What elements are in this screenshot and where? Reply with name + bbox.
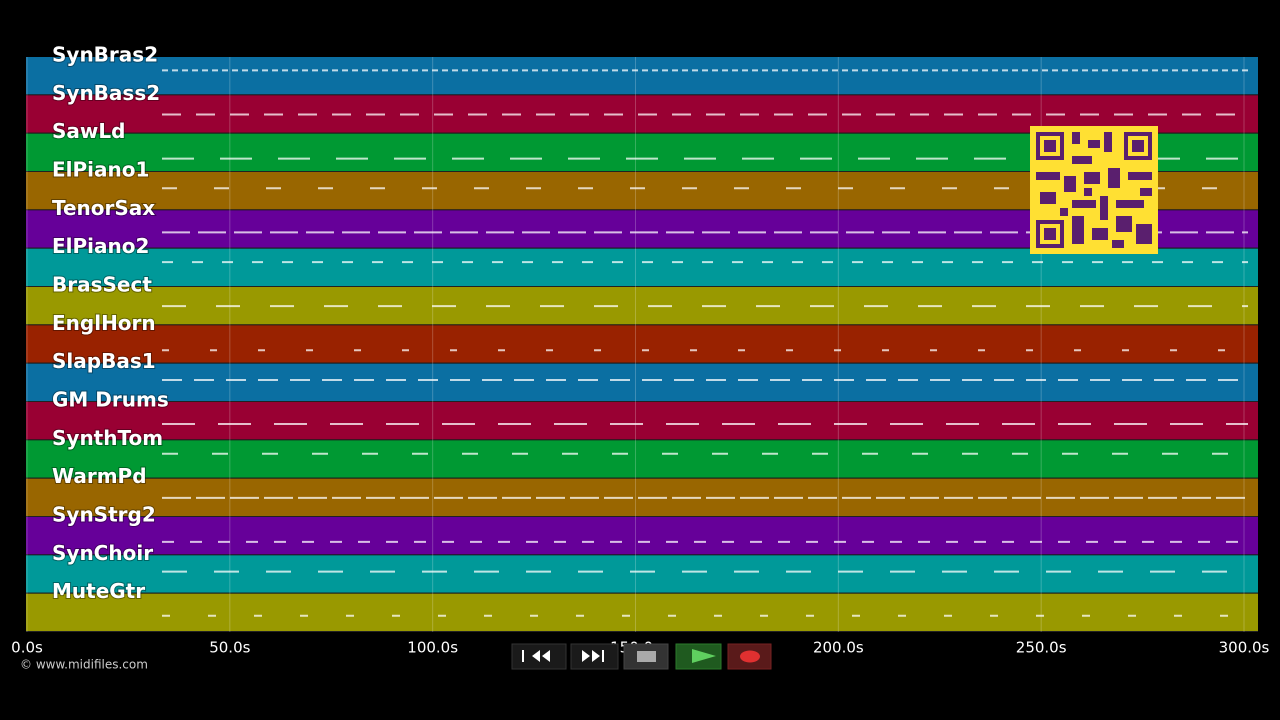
transport-controls [511, 643, 772, 670]
play-icon [692, 649, 716, 663]
track-band [26, 363, 1258, 401]
forward-button[interactable] [570, 643, 619, 670]
tick-label: 50.0s [209, 639, 250, 657]
track-label: GM Drums [52, 388, 169, 412]
track-band [26, 57, 1258, 95]
track-band [26, 555, 1258, 593]
track-label: SynthTom [52, 426, 163, 450]
copyright: © www.midifiles.com [20, 658, 148, 672]
track-labels: SynBras2 SynBass2 SawLd ElPiano1 TenorSax ElP… [51, 42, 170, 605]
track-band [26, 325, 1258, 363]
track-label: SynBass2 [52, 81, 160, 105]
track-band [26, 593, 1258, 631]
track-band [26, 248, 1258, 286]
track-band [26, 287, 1258, 325]
track-label: MuteGtr [52, 579, 145, 603]
track-label: SynBras2 [52, 43, 158, 67]
track-label: SynChoir [52, 541, 153, 565]
track-label: TenorSax [52, 196, 155, 220]
track-label: SawLd [52, 119, 125, 143]
track-label: SynStrg2 [52, 503, 156, 527]
tick-label: 100.0s [407, 639, 458, 657]
track-label: ElPiano1 [52, 158, 149, 182]
tick-label: 200.0s [813, 639, 864, 657]
track-label: BrasSect [52, 273, 152, 297]
qr-code [1030, 126, 1158, 254]
tick-label: 250.0s [1016, 639, 1067, 657]
track-label: ElPiano2 [52, 234, 149, 258]
track-label: SlapBas1 [52, 349, 156, 373]
stop-icon [637, 651, 656, 662]
track-band [26, 517, 1258, 555]
tick-label: 0.0s [11, 639, 43, 657]
notes-decoration [162, 69, 1248, 617]
track-label: EnglHorn [52, 311, 156, 335]
rewind-icon [522, 650, 550, 662]
track-label: WarmPd [52, 464, 147, 488]
record-icon [740, 650, 760, 663]
forward-icon [582, 650, 604, 662]
tick-label: 300.0s [1219, 639, 1270, 657]
track-band [26, 440, 1258, 478]
track-band [26, 402, 1258, 440]
